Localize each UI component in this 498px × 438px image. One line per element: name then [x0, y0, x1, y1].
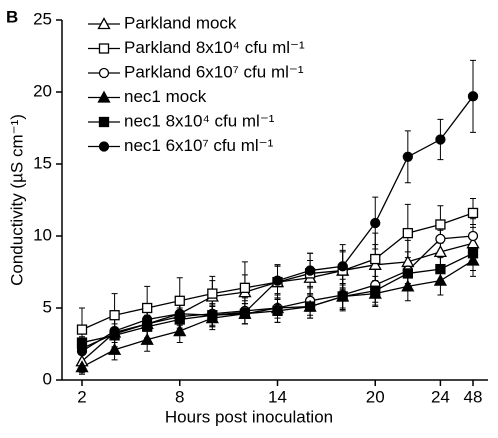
legend-marker	[98, 116, 110, 128]
data-point	[401, 255, 415, 268]
data-point	[76, 324, 88, 335]
x-tick-label: 20	[366, 387, 385, 406]
data-point	[76, 346, 88, 357]
legend-label: nec1 8x10⁴ cfu ml⁻¹	[124, 111, 275, 130]
data-point	[402, 227, 413, 239]
x-tick-label: 48	[464, 387, 483, 406]
data-point	[466, 253, 480, 266]
data-point	[370, 253, 381, 265]
x-tick-label: 2	[77, 387, 86, 406]
data-point	[174, 295, 185, 306]
x-tick-label: 24	[431, 387, 450, 406]
data-point	[109, 310, 120, 321]
data-point	[272, 305, 283, 317]
data-point	[467, 91, 479, 102]
data-point	[207, 310, 218, 321]
panel-label: B	[6, 7, 18, 26]
y-axis-title: Conductivity (µS cm⁻¹)	[7, 114, 26, 286]
legend-marker	[98, 141, 110, 152]
data-point	[142, 314, 153, 325]
data-point	[435, 134, 446, 145]
y-tick-label: 15	[33, 153, 52, 172]
data-point	[370, 217, 381, 229]
legend-label: nec1 mock	[124, 87, 207, 106]
data-point	[370, 285, 381, 296]
data-point	[304, 301, 316, 312]
x-axis-title: Hours post inoculation	[165, 407, 333, 426]
x-tick-label: 8	[175, 387, 184, 406]
legend-marker	[97, 90, 111, 103]
data-point	[435, 233, 446, 245]
y-tick-label: 20	[33, 81, 52, 100]
data-point	[467, 248, 479, 259]
data-point	[337, 261, 348, 272]
data-point	[337, 291, 348, 302]
legend-label: nec1 6x10⁷ cfu ml⁻¹	[124, 136, 274, 155]
data-point	[174, 308, 185, 319]
data-point	[435, 219, 446, 230]
y-tick-label: 10	[33, 225, 52, 244]
data-point	[466, 236, 480, 249]
data-point	[401, 279, 415, 292]
data-point	[140, 332, 154, 345]
legend-marker	[98, 67, 110, 79]
y-tick-label: 5	[43, 297, 52, 316]
y-tick-label: 0	[43, 369, 52, 388]
legend-marker	[97, 17, 111, 30]
data-point	[435, 263, 446, 275]
legend-label: Parkland mock	[124, 13, 237, 32]
data-point	[239, 282, 251, 293]
legend-marker	[98, 43, 110, 54]
data-point	[207, 288, 218, 299]
data-point	[76, 337, 88, 348]
data-point	[368, 257, 382, 270]
data-point	[304, 265, 316, 276]
data-point	[142, 302, 153, 314]
data-point	[107, 342, 122, 355]
data-point	[433, 244, 448, 257]
data-point	[402, 268, 413, 279]
y-tick-label: 25	[33, 9, 52, 28]
data-point	[433, 273, 448, 286]
data-point	[402, 151, 413, 162]
x-tick-label: 14	[268, 387, 287, 406]
data-point	[272, 275, 283, 286]
data-point	[173, 324, 187, 337]
data-point	[109, 325, 120, 337]
data-point	[75, 360, 89, 373]
data-point	[467, 207, 479, 219]
data-point	[467, 230, 479, 242]
legend-label: Parkland 8x10⁴ cfu ml⁻¹	[124, 38, 305, 57]
legend-label: Parkland 6x10⁷ cfu ml⁻¹	[124, 62, 304, 81]
data-point	[239, 307, 251, 318]
